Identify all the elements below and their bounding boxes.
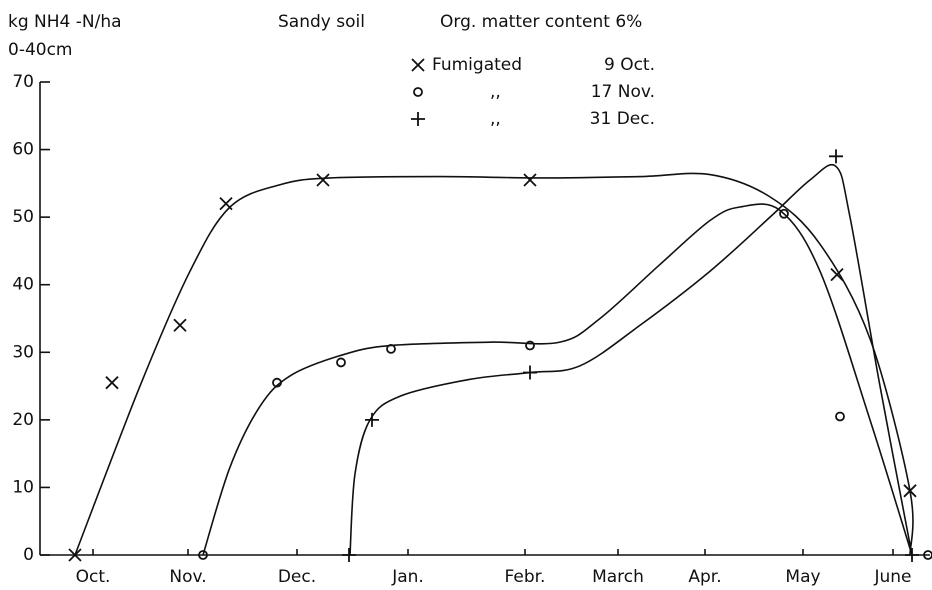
y-tick-label: 50 xyxy=(12,207,34,227)
y-tick-label: 60 xyxy=(12,140,34,160)
x-tick-label: Nov. xyxy=(169,567,206,587)
data-point xyxy=(923,550,932,560)
legend-date: 17 Nov. xyxy=(591,82,655,102)
data-point xyxy=(365,412,379,427)
y-tick-label: 30 xyxy=(12,342,34,362)
x-tick-label: Jan. xyxy=(391,567,424,587)
data-point xyxy=(903,484,917,498)
y-tick-label: 70 xyxy=(12,72,34,92)
data-point xyxy=(173,318,187,332)
legend-date: 9 Oct. xyxy=(604,55,655,75)
y-axis-label-2: 0-40cm xyxy=(8,40,73,60)
data-point xyxy=(219,196,233,211)
data-point xyxy=(905,548,919,562)
data-point xyxy=(342,548,356,562)
data-point xyxy=(835,411,845,422)
x-tick-label: Oct. xyxy=(76,567,111,587)
y-tick-label: 10 xyxy=(12,477,34,497)
data-point xyxy=(829,149,843,164)
fit-curve xyxy=(74,172,914,556)
x-tick-label: Apr. xyxy=(688,567,721,587)
x-tick-label: May xyxy=(785,567,820,587)
legend-date: 31 Dec. xyxy=(590,109,655,129)
legend-marker xyxy=(413,87,423,97)
legend-name: Fumigated xyxy=(432,55,522,75)
chart-title: Sandy soil xyxy=(278,12,365,32)
y-axis-label: kg NH4 -N/ha xyxy=(8,12,122,32)
data-point xyxy=(272,377,282,388)
data-point xyxy=(105,376,119,390)
x-tick-label: March xyxy=(592,567,644,587)
x-tick-label: June xyxy=(873,567,911,587)
fit-curve xyxy=(202,203,913,556)
chart-subtitle: Org. matter content 6% xyxy=(440,12,642,32)
x-tick-label: Febr. xyxy=(505,567,546,587)
data-point xyxy=(830,267,844,282)
legend-name: ,, xyxy=(490,82,501,102)
y-tick-label: 40 xyxy=(12,275,34,295)
data-point xyxy=(523,173,537,187)
data-point xyxy=(525,340,535,351)
data-point xyxy=(779,208,789,219)
data-point xyxy=(198,550,208,560)
y-tick-label: 0 xyxy=(23,545,34,565)
data-point xyxy=(523,365,537,380)
data-point xyxy=(316,173,330,187)
data-point xyxy=(336,357,346,368)
data-point xyxy=(68,548,82,562)
fit-curve xyxy=(349,163,913,556)
legend-marker xyxy=(411,112,425,126)
x-tick-label: Dec. xyxy=(278,567,316,587)
y-tick-label: 20 xyxy=(12,410,34,430)
legend-name: ,, xyxy=(490,109,501,129)
legend-marker xyxy=(411,58,425,72)
data-point xyxy=(386,344,396,354)
